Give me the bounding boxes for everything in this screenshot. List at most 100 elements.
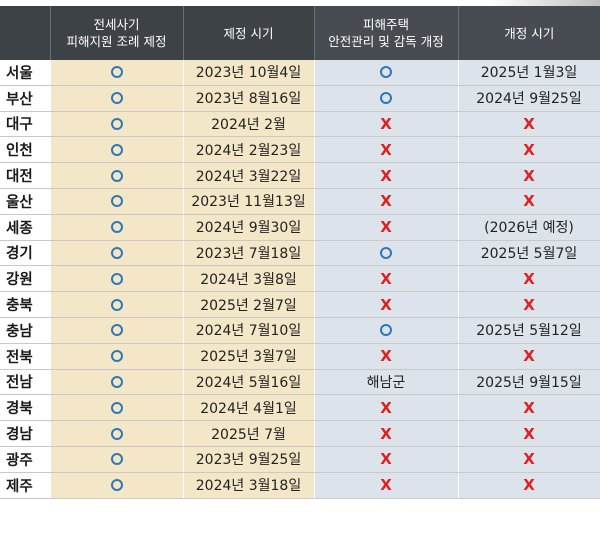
table-row: 대전 2024년 3월22일 X X (0, 162, 600, 189)
revise-date: 2024년 9월25일 (476, 91, 582, 108)
region-cell: 대구 (0, 111, 51, 138)
x-mark-icon: X (523, 114, 535, 133)
region-cell: 울산 (0, 188, 51, 215)
enact-date-cell: 2024년 4월1일 (183, 394, 315, 422)
revise-date-cell: (2026년 예정) (458, 214, 600, 241)
x-mark-icon: X (380, 192, 392, 211)
revise-date-cell: X (458, 420, 600, 447)
region-name: 충남 (6, 323, 33, 340)
ordinance-cell (50, 317, 184, 344)
region-name: 충북 (6, 298, 33, 315)
circle-mark-icon (110, 324, 123, 337)
revise-date-cell: X (458, 343, 600, 370)
circle-mark-icon (110, 92, 123, 105)
revision-cell: X (314, 111, 459, 138)
region-name: 부산 (6, 91, 33, 108)
region-name: 광주 (6, 452, 33, 469)
region-cell: 제주 (0, 472, 51, 499)
region-name: 경기 (6, 246, 33, 263)
x-mark-icon: X (523, 398, 535, 417)
region-name: 세종 (6, 220, 33, 237)
region-cell: 강원 (0, 265, 51, 293)
revise-date: 2025년 5월12일 (476, 323, 582, 340)
circle-mark-icon (380, 324, 392, 337)
enact-date: 2024년 2월23일 (195, 142, 302, 159)
revise-date-cell: X (458, 446, 600, 473)
revise-date: 2025년 5월7일 (480, 245, 578, 262)
enact-date: 2024년 7월10일 (195, 323, 302, 340)
enact-date-cell: 2024년 3월18일 (183, 472, 315, 499)
enact-date-cell: 2024년 2월23일 (183, 136, 315, 164)
ordinance-cell (50, 394, 184, 422)
table-row: 경북 2024년 4월1일 X X (0, 394, 600, 422)
x-mark-icon: X (523, 450, 535, 469)
region-cell: 서울 (0, 60, 51, 86)
x-mark-icon: X (380, 269, 392, 288)
circle-mark-icon (110, 66, 123, 79)
region-name: 인천 (6, 143, 33, 160)
revise-date-cell: 2025년 1월3일 (458, 60, 600, 86)
circle-mark-icon (110, 453, 123, 466)
region-cell: 경기 (0, 240, 51, 267)
header-ordinance-line1: 전세사기 (93, 17, 140, 32)
region-cell: 전북 (0, 343, 51, 370)
circle-mark-icon (110, 246, 123, 259)
revision-cell: X (314, 394, 459, 422)
revise-date: 2025년 1월3일 (480, 65, 578, 82)
revise-date-cell: X (458, 291, 600, 318)
enact-date: 2024년 4월1일 (200, 400, 297, 417)
x-mark-icon: X (380, 140, 392, 159)
revision-cell: X (314, 446, 459, 473)
circle-mark-icon (110, 479, 123, 492)
revise-date: 2025년 9월15일 (476, 374, 582, 391)
enact-date-cell: 2024년 7월10일 (183, 317, 315, 344)
enact-date: 2024년 2월 (211, 116, 286, 133)
revision-cell: X (314, 420, 459, 447)
circle-mark-icon (110, 298, 123, 311)
revise-date-cell: X (458, 265, 600, 293)
region-cell: 인천 (0, 136, 51, 164)
circle-mark-icon (110, 401, 123, 414)
enact-date-cell: 2024년 9월30일 (183, 214, 315, 241)
revise-date-cell: X (458, 136, 600, 164)
revision-cell: X (314, 214, 459, 241)
circle-mark-icon (110, 195, 123, 208)
table-row: 부산 2023년 8월16일 2024년 9월25일 (0, 85, 600, 112)
x-mark-icon: X (523, 166, 535, 185)
circle-mark-icon (110, 375, 123, 388)
status-table: 전세사기 피해지원 조례 제정 제정 시기 피해주택 안전관리 및 감독 개정 … (0, 6, 600, 499)
region-name: 울산 (6, 194, 33, 211)
enact-date: 2023년 10월4일 (195, 65, 302, 82)
enact-date-cell: 2023년 9월25일 (183, 446, 315, 473)
table-header: 전세사기 피해지원 조례 제정 제정 시기 피해주택 안전관리 및 감독 개정 … (0, 6, 600, 60)
ordinance-cell (50, 214, 184, 241)
enact-date: 2024년 5월16일 (195, 374, 302, 391)
circle-mark-icon (110, 427, 123, 440)
ordinance-cell (50, 240, 184, 267)
enact-date: 2024년 3월22일 (195, 168, 302, 185)
header-revise-date: 개정 시기 (458, 6, 600, 60)
enact-date-cell: 2023년 10월4일 (183, 60, 315, 86)
revision-cell (314, 85, 459, 112)
region-cell: 경북 (0, 394, 51, 422)
x-mark-icon: X (523, 192, 535, 211)
revise-date-cell: 2025년 5월12일 (458, 317, 600, 344)
revise-date-cell: X (458, 162, 600, 189)
header-revision-line2: 안전관리 및 감독 개정 (328, 34, 444, 49)
ordinance-cell (50, 343, 184, 370)
region-name: 전남 (6, 375, 33, 392)
table-row: 세종 2024년 9월30일 X (2026년 예정) (0, 214, 600, 241)
x-mark-icon: X (380, 476, 392, 495)
enact-date-cell: 2024년 3월22일 (183, 162, 315, 189)
enact-date-cell: 2025년 7월 (183, 420, 315, 447)
region-name: 경남 (6, 427, 33, 444)
header-enact-date: 제정 시기 (183, 6, 315, 60)
revise-date-cell: X (458, 188, 600, 215)
revise-date-cell: X (458, 394, 600, 422)
enact-date: 2025년 2월7일 (200, 297, 297, 314)
ordinance-cell (50, 369, 184, 396)
enact-date: 2023년 8월16일 (195, 91, 302, 108)
table-row: 대구 2024년 2월 X X (0, 111, 600, 138)
